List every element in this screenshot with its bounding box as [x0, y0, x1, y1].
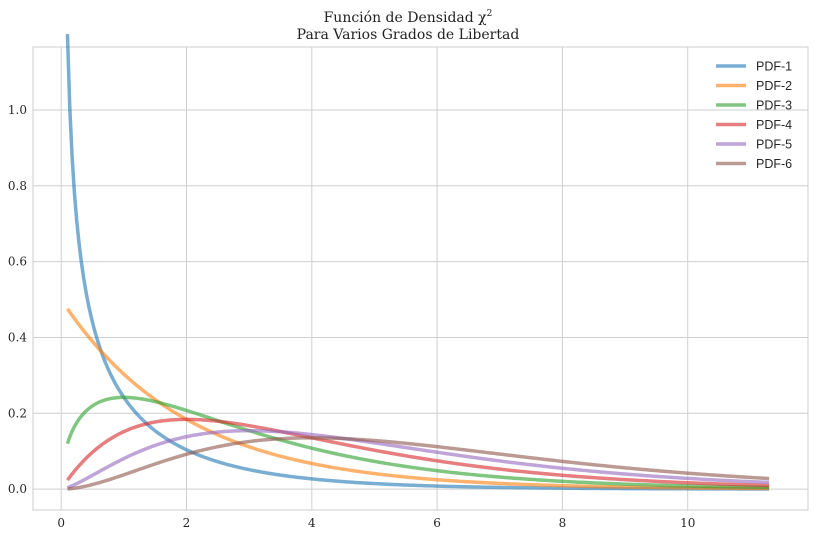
legend: PDF-1 PDF-2 PDF-3 PDF-4 PDF-5 PDF-6 — [716, 60, 792, 171]
y-tick-label: 0.8 — [8, 179, 27, 193]
x-grid-lines — [60, 47, 689, 510]
x-tick-label: 8 — [559, 516, 567, 530]
legend-label-pdf-3: PDF-3 — [756, 99, 792, 113]
series-line-pdf-6 — [67, 436, 770, 491]
y-tick-label: 0.6 — [8, 255, 27, 269]
x-tick-label: 4 — [308, 516, 316, 530]
y-tick-label: 0.4 — [8, 330, 27, 344]
chart-title-line1: Función de Densidad χ2 — [324, 9, 493, 26]
y-tick-label: 1.0 — [8, 103, 27, 117]
series-line-pdf-2 — [66, 307, 770, 491]
legend-label-pdf-2: PDF-2 — [756, 79, 792, 93]
series-lines — [65, 34, 770, 491]
legend-label-pdf-1: PDF-1 — [756, 60, 792, 74]
y-tick-label: 0.0 — [8, 482, 27, 496]
legend-label-pdf-4: PDF-4 — [756, 118, 792, 132]
chart-title-main: Función de Densidad χ — [324, 10, 488, 26]
legend-label-pdf-5: PDF-5 — [756, 138, 792, 152]
y-grid-lines — [33, 109, 808, 490]
series-line-pdf-3 — [65, 395, 770, 490]
y-tick-label: 0.2 — [8, 406, 27, 420]
chart-title-line2: Para Varios Grados de Libertad — [297, 27, 520, 43]
y-tick-labels: 0.0 0.2 0.4 0.6 0.8 1.0 — [8, 103, 27, 496]
chart-title-superscript: 2 — [487, 9, 493, 19]
plot-frame — [32, 46, 809, 511]
x-tick-label: 0 — [57, 516, 65, 530]
legend-label-pdf-6: PDF-6 — [756, 157, 792, 171]
series-line-pdf-4 — [66, 417, 770, 488]
x-tick-label: 2 — [183, 516, 191, 530]
x-tick-label: 10 — [680, 516, 695, 530]
series-line-pdf-5 — [66, 428, 770, 490]
x-tick-labels: 0 2 4 6 8 10 — [57, 516, 695, 530]
x-tick-label: 6 — [433, 516, 441, 530]
